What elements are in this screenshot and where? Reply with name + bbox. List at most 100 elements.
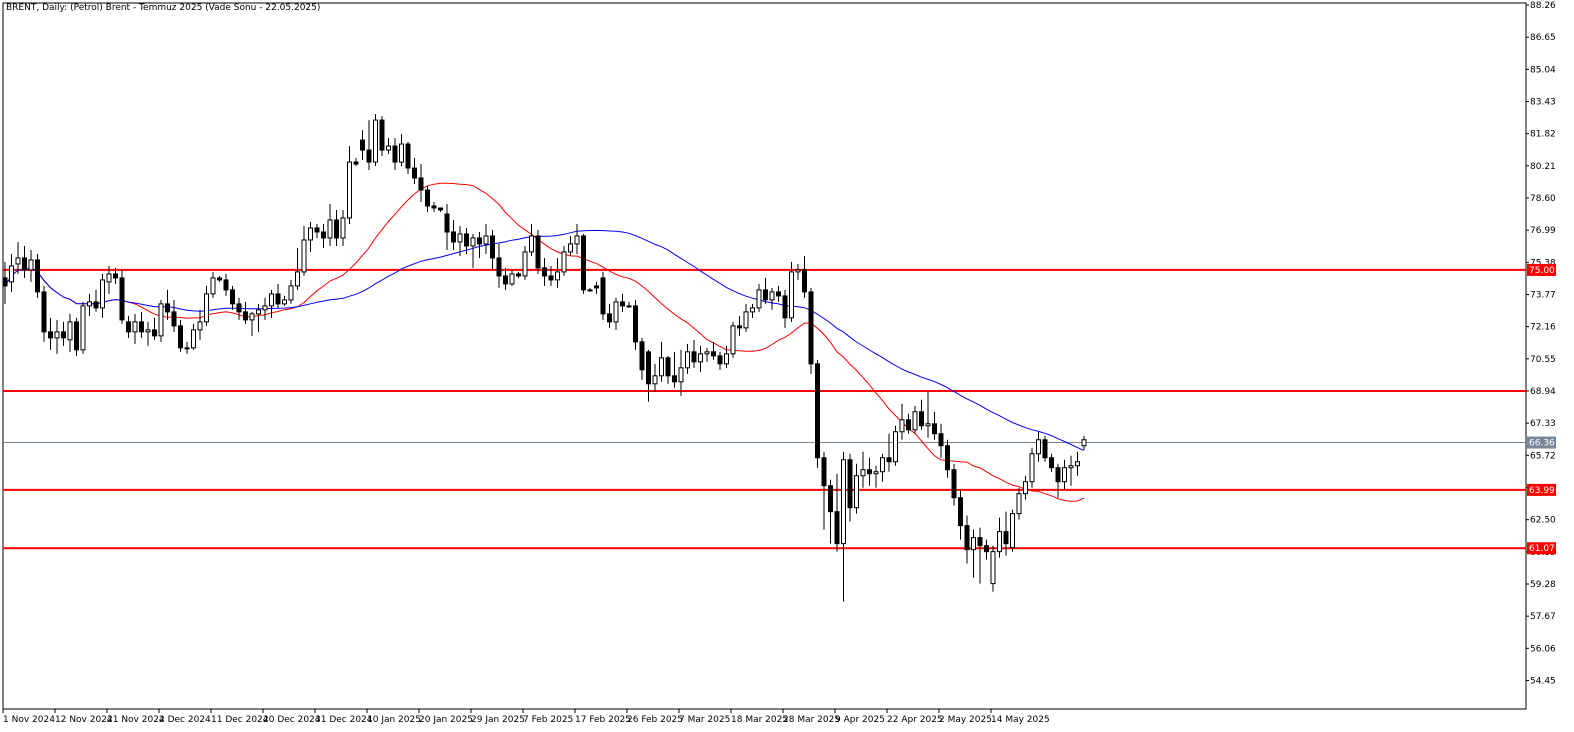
candle — [256, 303, 261, 332]
candle-body — [997, 531, 1002, 553]
candle — [145, 321, 151, 346]
x-tick-label: 17 Feb 2025 — [575, 715, 631, 725]
candle-body — [230, 289, 235, 305]
candle-body — [932, 423, 937, 435]
candle — [1003, 511, 1009, 556]
candle — [535, 229, 541, 274]
candle — [15, 241, 21, 274]
candle — [789, 261, 794, 322]
candle — [204, 285, 209, 326]
candle-body — [165, 303, 170, 313]
candle-body — [633, 305, 638, 343]
candle — [379, 116, 385, 157]
candle-body — [457, 233, 463, 243]
price-tag-label: 75.00 — [1529, 266, 1555, 276]
candle — [932, 411, 937, 440]
candle-body — [444, 213, 450, 233]
candle — [568, 235, 573, 256]
candle-body — [9, 265, 14, 283]
candle-body — [236, 303, 242, 313]
price-tag — [1527, 436, 1556, 449]
candle — [951, 463, 957, 506]
candle-body — [93, 301, 99, 309]
candle — [672, 351, 677, 388]
candle-body — [912, 411, 918, 431]
candle-body — [418, 177, 424, 191]
candle — [756, 283, 762, 312]
x-tick-label: 2 Dec 2024 — [159, 715, 211, 725]
candle — [912, 405, 918, 434]
candle — [620, 293, 625, 312]
candle — [607, 303, 612, 328]
candle-body — [1010, 513, 1015, 549]
candle-body — [652, 375, 658, 385]
candle-body — [698, 353, 703, 363]
candle — [1010, 509, 1015, 552]
candle — [587, 287, 593, 292]
candle — [776, 285, 781, 302]
candle-body — [568, 243, 573, 253]
y-tick-label: 78.60 — [1530, 194, 1556, 204]
y-tick-label: 88.26 — [1530, 1, 1556, 11]
candle-body — [977, 537, 983, 547]
candle-body — [256, 309, 261, 315]
candle — [93, 289, 99, 312]
candle-body — [672, 375, 677, 383]
price-tag — [1527, 542, 1556, 555]
candle-body — [750, 307, 755, 313]
candle — [1068, 455, 1074, 486]
candle — [431, 201, 437, 212]
candle — [685, 343, 690, 374]
candle-body — [483, 235, 489, 245]
candle-body — [743, 311, 749, 329]
y-tick-label: 72.16 — [1530, 323, 1556, 333]
candle — [334, 209, 339, 246]
candle — [126, 315, 131, 338]
candle-body — [522, 251, 528, 277]
candle — [1081, 435, 1087, 450]
candle-body — [828, 485, 833, 513]
y-tick-label: 59.28 — [1530, 580, 1556, 590]
x-tick-label: 18 Mar 2025 — [731, 715, 788, 725]
price-tag-label: 63.99 — [1529, 486, 1555, 496]
candle-body — [28, 259, 34, 271]
candle-body — [204, 293, 209, 323]
candle-body — [873, 471, 879, 475]
candle — [210, 271, 216, 298]
candle-body — [243, 311, 248, 321]
candle — [132, 313, 138, 344]
candle-body — [906, 419, 911, 431]
candle-body — [217, 277, 222, 281]
candle-body — [321, 231, 326, 239]
candle — [2, 261, 8, 304]
candle — [886, 433, 892, 472]
candle — [808, 287, 814, 374]
candle — [561, 245, 567, 276]
candle — [704, 347, 710, 362]
candle — [184, 341, 190, 354]
candle-body — [964, 525, 970, 551]
candle — [1062, 459, 1067, 490]
candle — [438, 207, 443, 212]
x-tick-label: 9 Apr 2025 — [835, 715, 885, 725]
candle — [249, 311, 255, 336]
candle — [899, 403, 905, 440]
candle-body — [984, 545, 989, 553]
candle — [815, 359, 820, 468]
candle — [782, 289, 788, 328]
candle — [821, 451, 827, 530]
candle — [880, 453, 885, 482]
candle-body — [87, 301, 92, 307]
candle-body — [639, 341, 645, 371]
candle — [373, 114, 378, 167]
candle-body — [1029, 453, 1035, 483]
candle-body — [626, 305, 632, 308]
candle-body — [841, 459, 846, 545]
candle-body — [119, 277, 125, 321]
candle-body — [685, 351, 690, 369]
candle-body — [41, 291, 47, 333]
candle-body — [880, 457, 885, 473]
candle-body — [581, 235, 586, 291]
candle — [288, 279, 294, 304]
